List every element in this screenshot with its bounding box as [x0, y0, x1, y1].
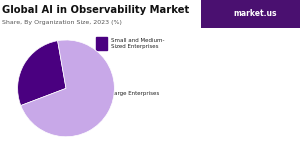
Text: market.us: market.us: [234, 9, 277, 18]
Wedge shape: [18, 41, 66, 106]
Text: 22.50%: 22.50%: [219, 92, 282, 107]
Text: Small and Medium-
Sized Enterprises: Small and Medium- Sized Enterprises: [111, 38, 164, 49]
Bar: [97, 87, 106, 99]
Text: Share, By Organization Size, 2023 (%): Share, By Organization Size, 2023 (%): [2, 20, 122, 25]
Bar: [97, 37, 106, 50]
Text: Total Market Size
(USD Billion), 2023: Total Market Size (USD Billion), 2023: [225, 62, 276, 73]
Text: CAGR
2024-2033: CAGR 2024-2033: [236, 111, 266, 123]
Text: Global AI in Observability Market: Global AI in Observability Market: [2, 5, 189, 15]
FancyBboxPatch shape: [201, 0, 300, 28]
Text: $: $: [247, 128, 254, 138]
Text: 1.4: 1.4: [231, 36, 270, 57]
Wedge shape: [21, 40, 114, 137]
Text: Large Enterprises: Large Enterprises: [111, 91, 159, 95]
